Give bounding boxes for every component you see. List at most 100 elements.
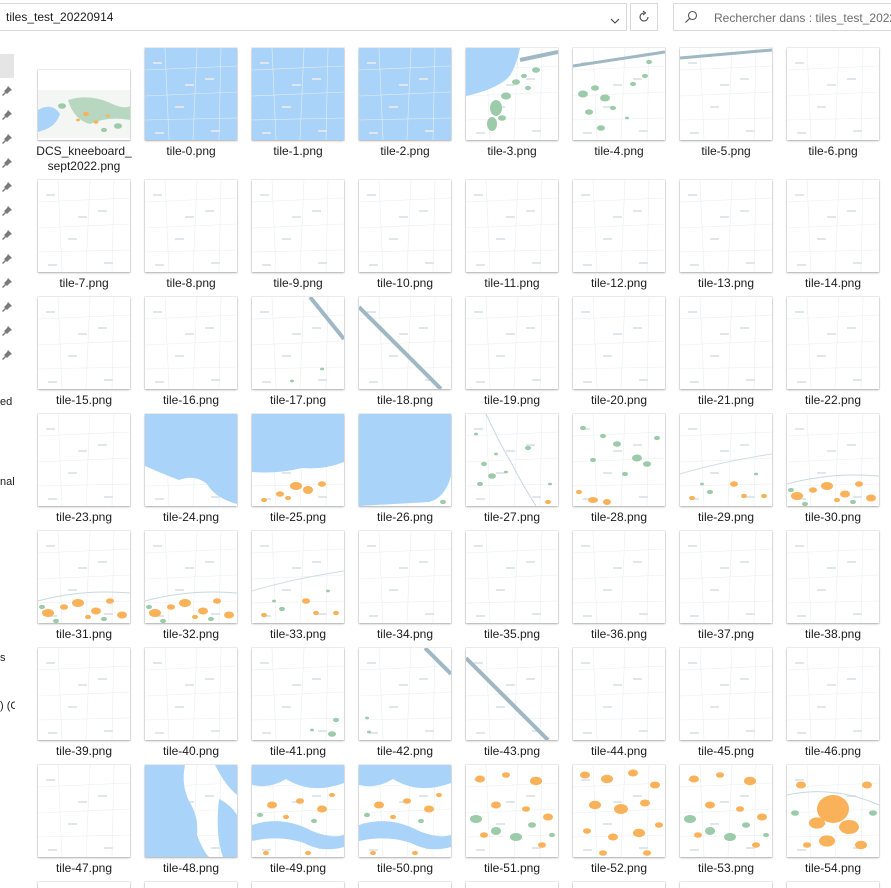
file-name-label[interactable]: tile-17.png [269, 393, 327, 407]
pin-icon[interactable] [1, 325, 13, 337]
file-name-label[interactable]: tile-0.png [166, 144, 216, 158]
file-name-label[interactable]: tile-36.png [590, 627, 648, 641]
pin-icon[interactable] [1, 109, 13, 121]
file-thumbnail[interactable] [252, 765, 344, 857]
file-thumbnail[interactable] [573, 180, 665, 272]
pin-icon[interactable] [1, 157, 13, 169]
file-name-label[interactable]: tile-31.png [55, 627, 113, 641]
file-thumbnail[interactable] [359, 180, 451, 272]
pin-icon[interactable] [1, 205, 13, 217]
file-thumbnail[interactable] [573, 531, 665, 623]
refresh-button[interactable] [630, 3, 658, 31]
file-thumbnail[interactable] [787, 180, 879, 272]
file-thumbnail[interactable] [787, 648, 879, 740]
file-thumbnail[interactable] [145, 648, 237, 740]
file-name-label[interactable]: tile-50.png [376, 861, 434, 875]
file-thumbnail[interactable] [466, 180, 558, 272]
search-placeholder[interactable]: Rechercher dans : tiles_test_2022... [714, 11, 891, 25]
file-name-label[interactable]: tile-7.png [59, 276, 109, 290]
file-thumbnail[interactable] [145, 882, 237, 888]
file-thumbnail[interactable] [466, 48, 558, 140]
file-thumbnail[interactable] [466, 648, 558, 740]
pin-icon[interactable] [1, 85, 13, 97]
file-name-label[interactable]: tile-42.png [376, 744, 434, 758]
file-thumbnail[interactable] [38, 414, 130, 506]
file-name-label[interactable]: tile-28.png [590, 510, 648, 524]
file-name-label[interactable]: tile-10.png [376, 276, 434, 290]
file-name-label[interactable]: tile-18.png [376, 393, 434, 407]
nav-item-label[interactable]: s [0, 652, 6, 664]
file-thumbnail[interactable] [787, 765, 879, 857]
file-thumbnail[interactable] [38, 297, 130, 389]
file-thumbnail[interactable] [252, 882, 344, 888]
file-thumbnail[interactable] [252, 297, 344, 389]
file-name-label[interactable]: tile-20.png [590, 393, 648, 407]
file-thumbnail[interactable] [252, 648, 344, 740]
file-name-label[interactable]: tile-37.png [697, 627, 755, 641]
pin-icon[interactable] [1, 229, 13, 241]
chevron-down-icon[interactable] [603, 7, 627, 35]
file-name-label[interactable]: tile-4.png [594, 144, 644, 158]
file-name-label[interactable]: tile-3.png [487, 144, 537, 158]
file-name-label[interactable]: tile-27.png [483, 510, 541, 524]
file-name-label[interactable]: tile-51.png [483, 861, 541, 875]
file-thumbnail[interactable] [466, 882, 558, 888]
pin-icon[interactable] [1, 277, 13, 289]
file-thumbnail[interactable] [680, 882, 772, 888]
file-thumbnail[interactable] [145, 765, 237, 857]
file-name-label[interactable]: tile-23.png [55, 510, 113, 524]
file-thumbnail[interactable] [145, 48, 237, 140]
file-thumbnail[interactable] [466, 297, 558, 389]
file-name-label[interactable]: tile-14.png [804, 276, 862, 290]
file-thumbnail[interactable] [680, 765, 772, 857]
pin-icon[interactable] [1, 349, 13, 361]
file-name-label[interactable]: tile-45.png [697, 744, 755, 758]
file-thumbnail[interactable] [145, 531, 237, 623]
file-name-label[interactable]: tile-40.png [162, 744, 220, 758]
file-name-label[interactable]: tile-38.png [804, 627, 862, 641]
file-thumbnail[interactable] [252, 414, 344, 506]
pin-icon[interactable] [1, 253, 13, 265]
file-thumbnail[interactable] [680, 414, 772, 506]
file-name-label[interactable]: tile-35.png [483, 627, 541, 641]
address-path[interactable]: tiles_test_20220914 [6, 10, 114, 24]
file-thumbnail[interactable] [466, 765, 558, 857]
nav-selected-item[interactable] [0, 54, 14, 78]
file-thumbnail[interactable] [680, 48, 772, 140]
file-name-label[interactable]: tile-25.png [269, 510, 327, 524]
file-name-label[interactable]: tile-34.png [376, 627, 434, 641]
file-name-label[interactable]: tile-6.png [808, 144, 858, 158]
file-thumbnail[interactable] [573, 297, 665, 389]
file-name-label[interactable]: tile-46.png [804, 744, 862, 758]
file-name-label[interactable]: tile-5.png [701, 144, 751, 158]
file-thumbnail[interactable] [787, 48, 879, 140]
file-name-label[interactable]: tile-41.png [269, 744, 327, 758]
file-thumbnail[interactable] [573, 414, 665, 506]
file-thumbnail[interactable] [359, 414, 451, 506]
file-thumbnail[interactable] [359, 531, 451, 623]
file-thumbnail[interactable] [359, 882, 451, 888]
file-name-label[interactable]: tile-12.png [590, 276, 648, 290]
file-name-label[interactable]: tile-53.png [697, 861, 755, 875]
file-name-label[interactable]: tile-39.png [55, 744, 113, 758]
file-thumbnail[interactable] [38, 648, 130, 740]
file-thumbnail[interactable] [680, 648, 772, 740]
file-name-label[interactable]: tile-9.png [273, 276, 323, 290]
file-name-label[interactable]: tile-52.png [590, 861, 648, 875]
file-thumbnail[interactable] [680, 531, 772, 623]
file-name-label[interactable]: tile-22.png [804, 393, 862, 407]
file-thumbnail[interactable] [466, 531, 558, 623]
file-thumbnail[interactable] [38, 882, 130, 888]
file-thumbnail[interactable] [573, 648, 665, 740]
file-thumbnail[interactable] [359, 48, 451, 140]
file-name-label[interactable]: tile-13.png [697, 276, 755, 290]
file-thumbnail[interactable] [573, 48, 665, 140]
file-thumbnail[interactable] [145, 180, 237, 272]
file-thumbnail[interactable] [252, 48, 344, 140]
file-thumbnail[interactable] [252, 531, 344, 623]
file-thumbnail[interactable] [787, 882, 879, 888]
file-name-label[interactable]: tile-16.png [162, 393, 220, 407]
file-name-label[interactable]: tile-21.png [697, 393, 755, 407]
address-bar[interactable]: tiles_test_20220914 [0, 3, 627, 31]
pin-icon[interactable] [1, 181, 13, 193]
